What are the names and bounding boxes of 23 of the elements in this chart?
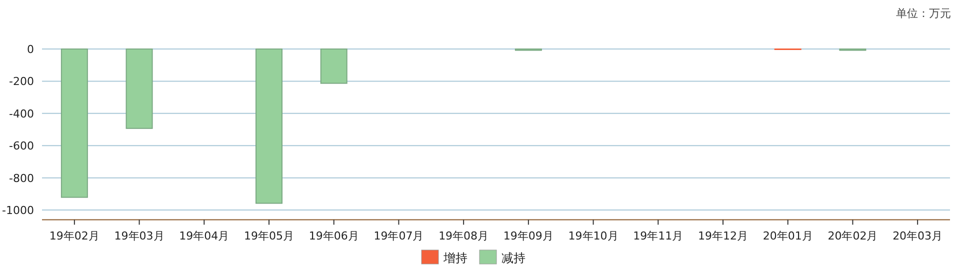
x-tick-label: 19年10月	[568, 230, 618, 243]
y-tick-label: -200	[9, 75, 34, 88]
x-tick-label: 19年03月	[114, 230, 164, 243]
x-tick-label: 19年09月	[503, 230, 554, 243]
y-tick-label: -400	[9, 107, 34, 120]
legend-label: 减持	[502, 251, 526, 265]
x-tick-label: 19年08月	[438, 230, 489, 243]
y-tick-label: -600	[9, 140, 34, 153]
x-tick-label: 19年12月	[698, 230, 748, 243]
y-tick-label: -1000	[2, 204, 34, 218]
x-tick-label: 20年03月	[892, 230, 943, 243]
x-tick-label: 19年02月	[49, 230, 100, 243]
x-tick-label: 20年01月	[762, 230, 813, 243]
x-tick-label: 19年05月	[244, 230, 294, 243]
x-tick-label: 19年04月	[179, 230, 230, 243]
x-tick-label: 19年07月	[374, 230, 424, 243]
y-tick-label: -800	[9, 172, 34, 185]
y-tick-label: 0	[27, 43, 34, 56]
x-tick-label: 19年11月	[633, 230, 684, 243]
x-tick-label: 19年06月	[308, 230, 359, 243]
text: 单位：万元	[896, 7, 951, 20]
x-tick-label: 20年02月	[828, 230, 878, 243]
legend-label: 增持	[442, 251, 468, 265]
